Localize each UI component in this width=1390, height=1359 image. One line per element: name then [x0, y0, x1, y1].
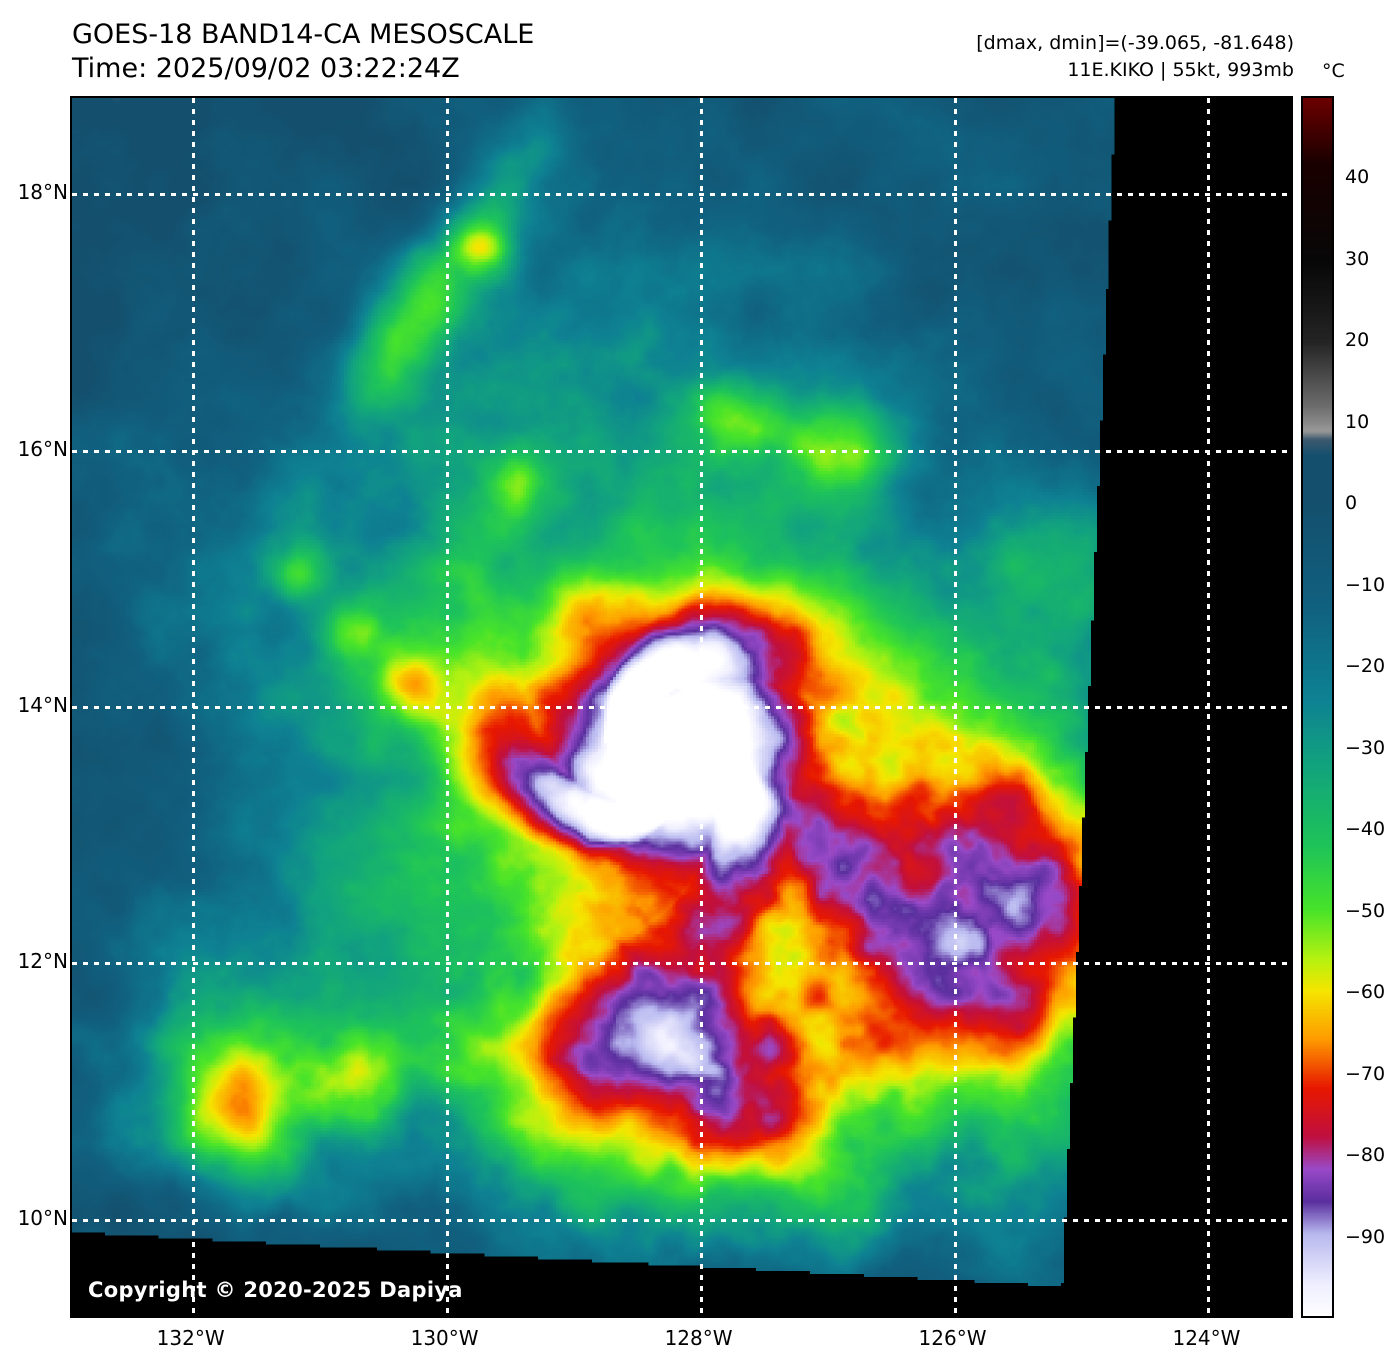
longitude-tick-label: 128°W [664, 1326, 733, 1350]
satellite-canvas [72, 98, 1291, 1316]
longitude-tick-label: 132°W [156, 1326, 225, 1350]
longitude-tick-label: 124°W [1172, 1326, 1241, 1350]
colorbar-canvas [1303, 98, 1332, 1316]
copyright-label: Copyright © 2020-2025 Dapiya [88, 1278, 463, 1302]
colorbar-tick: 40 [1345, 166, 1370, 189]
title-text: GOES-18 BAND14-CA MESOSCALE [72, 19, 535, 50]
colorbar-tick: −10 [1345, 573, 1386, 596]
latitude-tick-label: 18°N [17, 180, 68, 205]
colorbar-unit-label: °C [1322, 60, 1345, 82]
dmax-dmin-label: [dmax, dmin]=(-39.065, -81.648) [976, 32, 1294, 54]
colorbar-tick: −60 [1345, 981, 1386, 1004]
colorbar-tick: −90 [1345, 1225, 1386, 1248]
colorbar-tick: −50 [1345, 899, 1386, 922]
storm-info-label: 11E.KIKO | 55kt, 993mb [1067, 59, 1294, 81]
colorbar-tick: −40 [1345, 818, 1386, 841]
colorbar-tick: −30 [1345, 736, 1386, 759]
satellite-imagery [72, 98, 1291, 1316]
colorbar-tick: −80 [1345, 1144, 1386, 1167]
latitude-tick-label: 16°N [17, 436, 68, 461]
colorbar-tick: 20 [1345, 329, 1370, 352]
longitude-tick-label: 126°W [918, 1326, 987, 1350]
colorbar-tick: 10 [1345, 410, 1370, 433]
page-title: GOES-18 BAND14-CA MESOSCALE Time: 2025/0… [72, 18, 534, 86]
latitude-tick-label: 12°N [17, 949, 68, 974]
colorbar-tick: −20 [1345, 655, 1386, 678]
metadata-block: [dmax, dmin]=(-39.065, -81.648) 11E.KIKO… [976, 30, 1294, 84]
time-text: Time: 2025/09/02 03:22:24Z [72, 53, 460, 84]
satellite-image-plot: Copyright © 2020-2025 Dapiya [70, 96, 1293, 1318]
colorbar [1301, 96, 1334, 1318]
colorbar-tick: 30 [1345, 247, 1370, 270]
colorbar-tick: 0 [1345, 492, 1358, 515]
latitude-tick-label: 10°N [17, 1205, 68, 1230]
longitude-tick-label: 130°W [410, 1326, 479, 1350]
colorbar-tick: −70 [1345, 1062, 1386, 1085]
latitude-tick-label: 14°N [17, 693, 68, 717]
